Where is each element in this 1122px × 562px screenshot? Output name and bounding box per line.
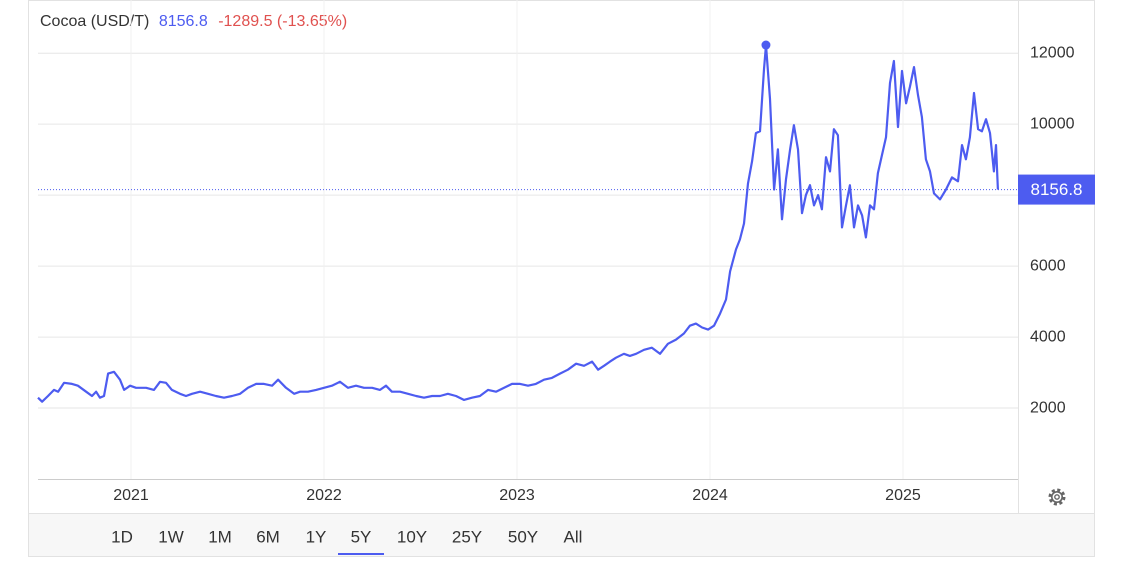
x-tick-label: 2022 (306, 487, 342, 504)
header: Cocoa (USD/T) 8156.8 -1289.5 (-13.65%) (40, 13, 347, 30)
y-tick-label: 2000 (1030, 399, 1066, 416)
range-bar (28, 513, 1095, 557)
range-button[interactable]: 6M (256, 527, 280, 546)
y-tick-label: 10000 (1030, 115, 1075, 132)
range-button[interactable]: 1D (111, 527, 133, 546)
last-value-tag (1018, 174, 1095, 205)
range-button[interactable]: 50Y (508, 527, 538, 546)
range-button[interactable]: 1M (208, 527, 232, 546)
chart-title: Cocoa (USD/T) (40, 13, 149, 30)
x-tick-label: 2021 (113, 487, 149, 504)
y-tick-label: 12000 (1030, 44, 1075, 61)
range-button[interactable]: 1Y (306, 527, 327, 546)
x-tick-label: 2024 (692, 487, 728, 504)
price-line (37, 44, 999, 403)
range-button[interactable]: 1W (158, 527, 184, 546)
range-button[interactable]: All (564, 527, 583, 546)
max-marker (761, 40, 771, 50)
x-tick-label: 2023 (499, 487, 535, 504)
change: -1289.5 (-13.65%) (218, 13, 347, 30)
range-button[interactable]: 5Y (351, 527, 372, 546)
frame (28, 0, 1095, 557)
last-value: 8156.8 (159, 13, 208, 30)
range-button[interactable]: 10Y (397, 527, 427, 546)
y-tick-label: 6000 (1030, 257, 1066, 274)
last-value-label: 8156.8 (1031, 180, 1083, 199)
settings-icon[interactable] (1048, 488, 1066, 506)
x-tick-label: 2025 (885, 487, 921, 504)
y-tick-label: 4000 (1030, 328, 1066, 345)
range-button[interactable]: 25Y (452, 527, 482, 546)
